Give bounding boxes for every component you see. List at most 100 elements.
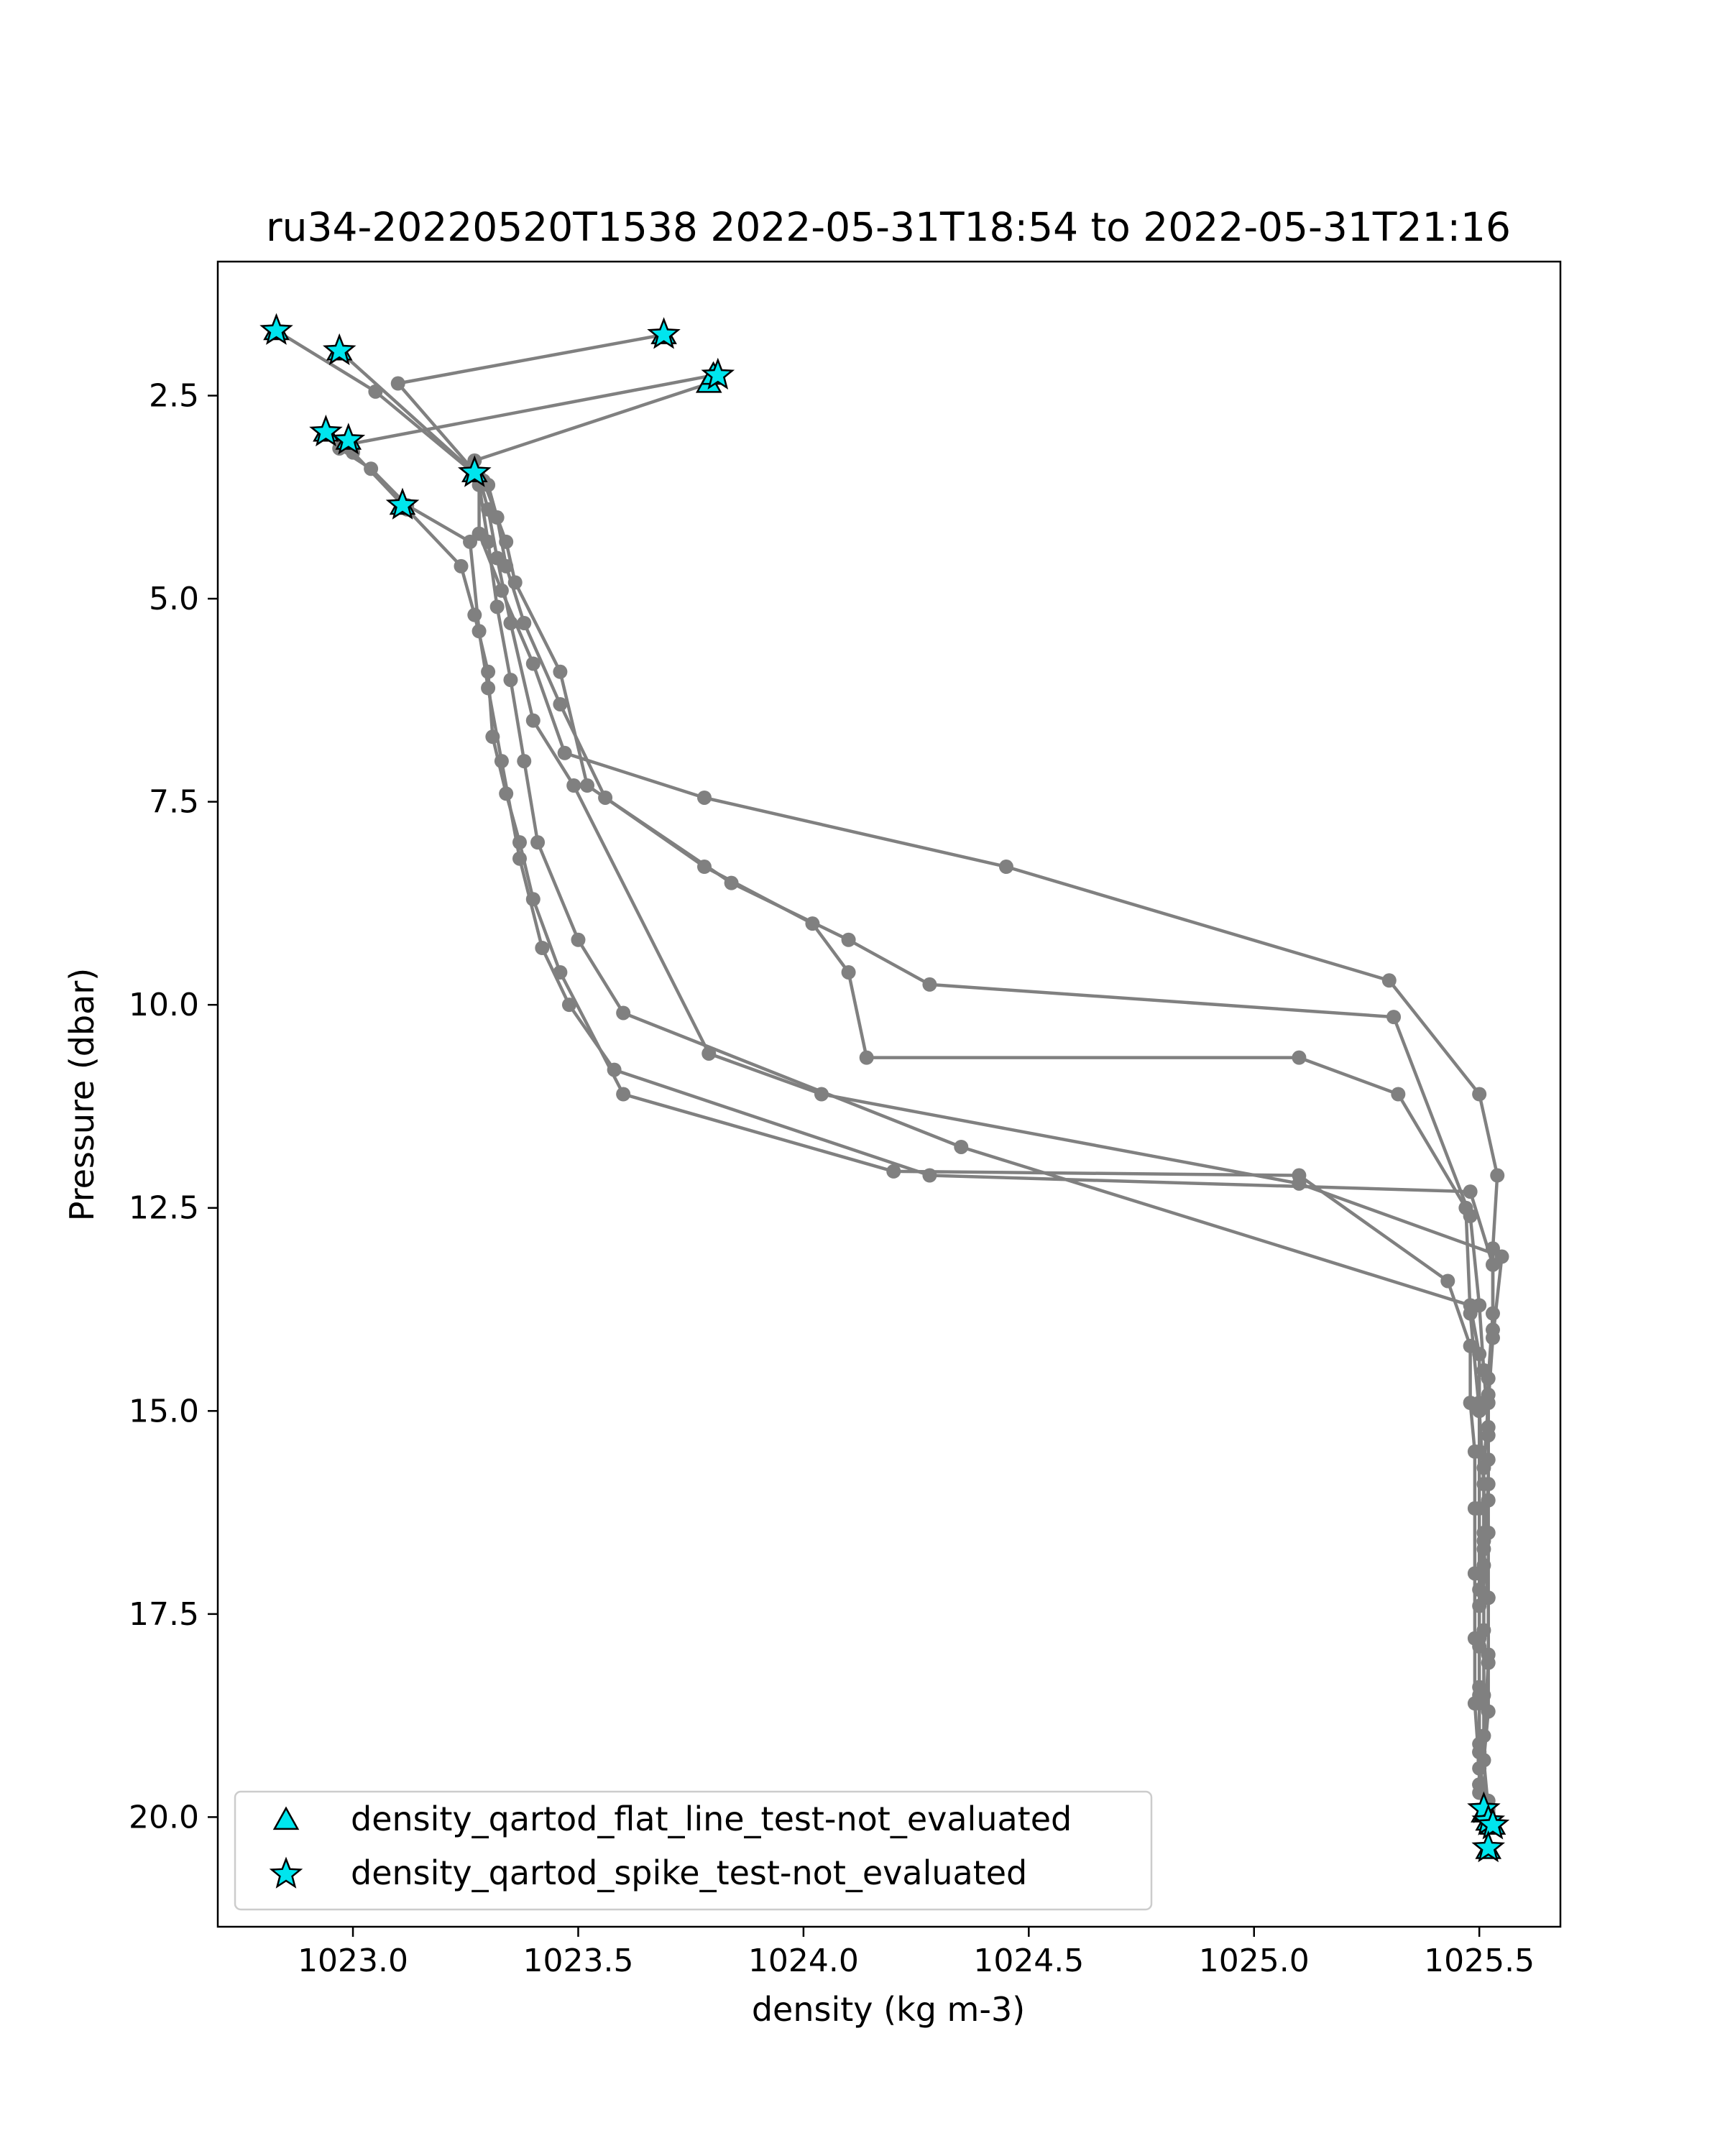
profile-point bbox=[507, 575, 523, 590]
profile-point bbox=[485, 729, 500, 745]
spike-flag-marker bbox=[323, 333, 356, 366]
profile-point bbox=[561, 998, 576, 1013]
y-tick-label: 10.0 bbox=[129, 987, 199, 1023]
profile-point bbox=[525, 656, 540, 671]
legend-label-flat-line: density_qartod_flat_line_test-not_evalua… bbox=[351, 1800, 1072, 1838]
profile-point bbox=[1381, 973, 1397, 988]
spike-flag-marker bbox=[701, 357, 735, 390]
profile-point bbox=[557, 745, 572, 760]
profile-point bbox=[1485, 1322, 1500, 1337]
profile-point bbox=[499, 786, 514, 801]
profile-point bbox=[1485, 1257, 1500, 1272]
profile-point bbox=[489, 599, 505, 614]
spike-flag-marker bbox=[457, 455, 492, 487]
legend-triangle-marker bbox=[272, 1806, 300, 1830]
profile-line bbox=[473, 472, 1490, 1850]
y-tick-label: 17.5 bbox=[129, 1596, 199, 1633]
profile-point bbox=[1292, 1050, 1307, 1065]
profile-point bbox=[922, 977, 937, 992]
x-tick-label: 1025.0 bbox=[1199, 1943, 1310, 1979]
profile-point bbox=[1472, 1444, 1487, 1459]
profile-point bbox=[1472, 1347, 1487, 1362]
x-axis-label: density (kg m-3) bbox=[752, 1990, 1025, 2029]
profile-point bbox=[571, 932, 586, 947]
spike-flag-marker bbox=[1476, 1807, 1510, 1840]
profile-point bbox=[841, 932, 856, 947]
profile-point bbox=[1463, 1184, 1478, 1199]
profile-point bbox=[1386, 1010, 1402, 1025]
profile-point bbox=[1481, 1655, 1496, 1670]
x-tick-label: 1023.5 bbox=[523, 1943, 633, 1979]
profile-point bbox=[1481, 1525, 1496, 1540]
spike-flag-marker bbox=[385, 487, 420, 520]
profile-point bbox=[1472, 1566, 1487, 1581]
profile-point bbox=[503, 615, 518, 630]
spike-flag-markers bbox=[259, 313, 1510, 1863]
x-tick-label: 1024.5 bbox=[973, 1943, 1084, 1979]
profile-point bbox=[535, 941, 550, 956]
profile-point bbox=[517, 754, 532, 769]
profile-point bbox=[566, 778, 581, 793]
profile-point bbox=[499, 534, 514, 549]
x-axis: 1023.0 1023.5 1024.0 1024.5 1025.0 1025.5 bbox=[298, 1927, 1535, 1979]
profile-point bbox=[390, 376, 405, 391]
x-tick-label: 1025.5 bbox=[1424, 1943, 1535, 1979]
profile-point bbox=[1481, 1590, 1496, 1606]
y-axis: 2.5 5.0 7.5 10.0 12.5 15.0 17.5 20.0 bbox=[129, 377, 218, 1835]
profile-point bbox=[481, 664, 496, 679]
profile-point bbox=[841, 964, 856, 980]
profile-point bbox=[530, 835, 546, 850]
profile-point bbox=[489, 550, 505, 566]
spike-flag-marker bbox=[309, 414, 343, 447]
spike-flag-marker bbox=[331, 423, 366, 455]
y-tick-label: 5.0 bbox=[149, 581, 199, 617]
profile-point bbox=[607, 1062, 622, 1077]
profile-point bbox=[525, 713, 540, 728]
profile-point bbox=[1440, 1273, 1455, 1289]
profile-point bbox=[454, 558, 469, 573]
y-tick-label: 12.5 bbox=[129, 1190, 199, 1227]
plot-area bbox=[259, 313, 1510, 1863]
y-axis-label: Pressure (dbar) bbox=[63, 968, 101, 1221]
legend-box bbox=[234, 1790, 1153, 1911]
profile-point bbox=[1472, 1501, 1487, 1516]
profile-point bbox=[1472, 1087, 1487, 1102]
spike-flag-marker bbox=[647, 317, 681, 349]
chart-title: ru34-20220520T1538 2022-05-31T18:54 to 2… bbox=[266, 204, 1511, 250]
profile-point bbox=[553, 696, 568, 711]
profile-point bbox=[481, 534, 496, 549]
profile-point bbox=[954, 1139, 969, 1154]
profile-point bbox=[859, 1050, 874, 1065]
legend: density_qartod_flat_line_test-not_evalua… bbox=[234, 1790, 1153, 1911]
profile-line bbox=[325, 430, 1490, 1802]
x-tick-label: 1024.0 bbox=[748, 1943, 859, 1979]
profile-point bbox=[1490, 1168, 1505, 1183]
profile-point bbox=[1472, 1631, 1487, 1646]
profile-point bbox=[724, 875, 739, 890]
profile-point bbox=[503, 673, 518, 688]
profile-point bbox=[696, 790, 712, 805]
profile-point bbox=[1472, 1395, 1487, 1410]
profile-point bbox=[1472, 1744, 1487, 1759]
profile-point bbox=[525, 892, 540, 907]
x-tick-label: 1023.0 bbox=[298, 1943, 408, 1979]
profile-point bbox=[1292, 1168, 1307, 1183]
profile-point bbox=[553, 964, 568, 980]
profile-point bbox=[1463, 1298, 1478, 1313]
profile-point bbox=[467, 607, 482, 622]
profile-point bbox=[886, 1164, 901, 1179]
profile-point bbox=[463, 534, 478, 549]
spike-flag-marker bbox=[259, 313, 293, 345]
y-tick-label: 2.5 bbox=[149, 377, 199, 414]
y-tick-label: 20.0 bbox=[129, 1799, 199, 1835]
profile-point bbox=[364, 461, 379, 476]
profile-point bbox=[1472, 1687, 1487, 1703]
profile-point bbox=[517, 615, 532, 630]
axes-frame bbox=[216, 260, 1562, 1928]
profile-point bbox=[1391, 1087, 1406, 1102]
profile-point bbox=[512, 835, 527, 850]
profile-point bbox=[553, 664, 568, 679]
profile-point bbox=[1463, 1209, 1478, 1224]
profile-point bbox=[616, 1005, 631, 1021]
legend-label-spike: density_qartod_spike_test-not_evaluated bbox=[351, 1853, 1027, 1892]
